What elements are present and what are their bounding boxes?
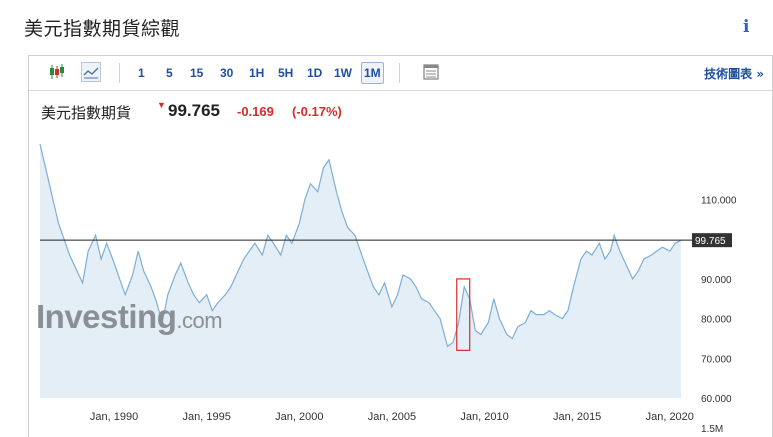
timeframe-30[interactable]: 30 [220, 66, 234, 80]
price-change-percent: (-0.17%) [292, 104, 342, 119]
x-tick-label: Jan, 2015 [553, 411, 601, 423]
x-tick-label: Jan, 2000 [275, 411, 323, 423]
toolbar-separator [119, 63, 120, 83]
x-tick-label: Jan, 1995 [183, 411, 231, 423]
timeframe-1[interactable]: 1 [138, 66, 145, 80]
chart-widget: 1 5 15 30 1H 5H 1D 1W 1M 技術圖表 » 美元指數期貨 ▼… [28, 55, 773, 437]
y-tick-label: 80.000 [701, 315, 732, 326]
timeframe-1d[interactable]: 1D [307, 66, 323, 80]
x-tick-label: Jan, 2005 [368, 411, 416, 423]
info-icon[interactable]: i [743, 17, 750, 37]
price-area-fill [40, 144, 681, 398]
down-arrow-icon: ▼ [157, 100, 166, 110]
page-title: 美元指數期貨綜觀 [24, 18, 181, 40]
timeframe-1m[interactable]: 1M [361, 62, 384, 84]
y-tick-label: 70.000 [701, 354, 732, 365]
highlight-box [456, 278, 471, 351]
y-tick-label: 90.000 [701, 275, 732, 286]
price-change: -0.169 [237, 104, 274, 119]
current-price-tag-label: 99.765 [695, 236, 726, 247]
table-icon[interactable] [421, 62, 441, 82]
y-tick-label: 60.000 [701, 394, 732, 405]
chart-toolbar: 1 5 15 30 1H 5H 1D 1W 1M 技術圖表 » [29, 56, 772, 91]
page-header: 美元指數期貨綜觀 i [0, 0, 773, 46]
timeframe-1h[interactable]: 1H [249, 66, 265, 80]
investing-logo: Investing.com [36, 298, 223, 335]
x-tick-label: Jan, 2020 [646, 411, 694, 423]
toolbar-separator [399, 63, 400, 83]
x-tick-label: Jan, 1990 [90, 411, 138, 423]
timeframe-5h[interactable]: 5H [278, 66, 294, 80]
candlestick-icon[interactable] [47, 62, 67, 82]
timeframe-5[interactable]: 5 [166, 66, 173, 80]
timeframe-15[interactable]: 15 [190, 66, 204, 80]
price-line [39, 143, 682, 348]
current-price-tag [692, 233, 732, 248]
volume-label: 1.5M [701, 424, 723, 435]
line-chart-icon[interactable] [81, 62, 101, 82]
x-tick-label: Jan, 2010 [460, 411, 508, 423]
last-price: 99.765 [168, 101, 220, 120]
instrument-name: 美元指數期貨 [41, 104, 132, 122]
y-tick-label: 110.000 [701, 196, 737, 207]
technical-chart-link[interactable]: 技術圖表 » [704, 67, 764, 81]
timeframe-1w[interactable]: 1W [334, 66, 352, 80]
